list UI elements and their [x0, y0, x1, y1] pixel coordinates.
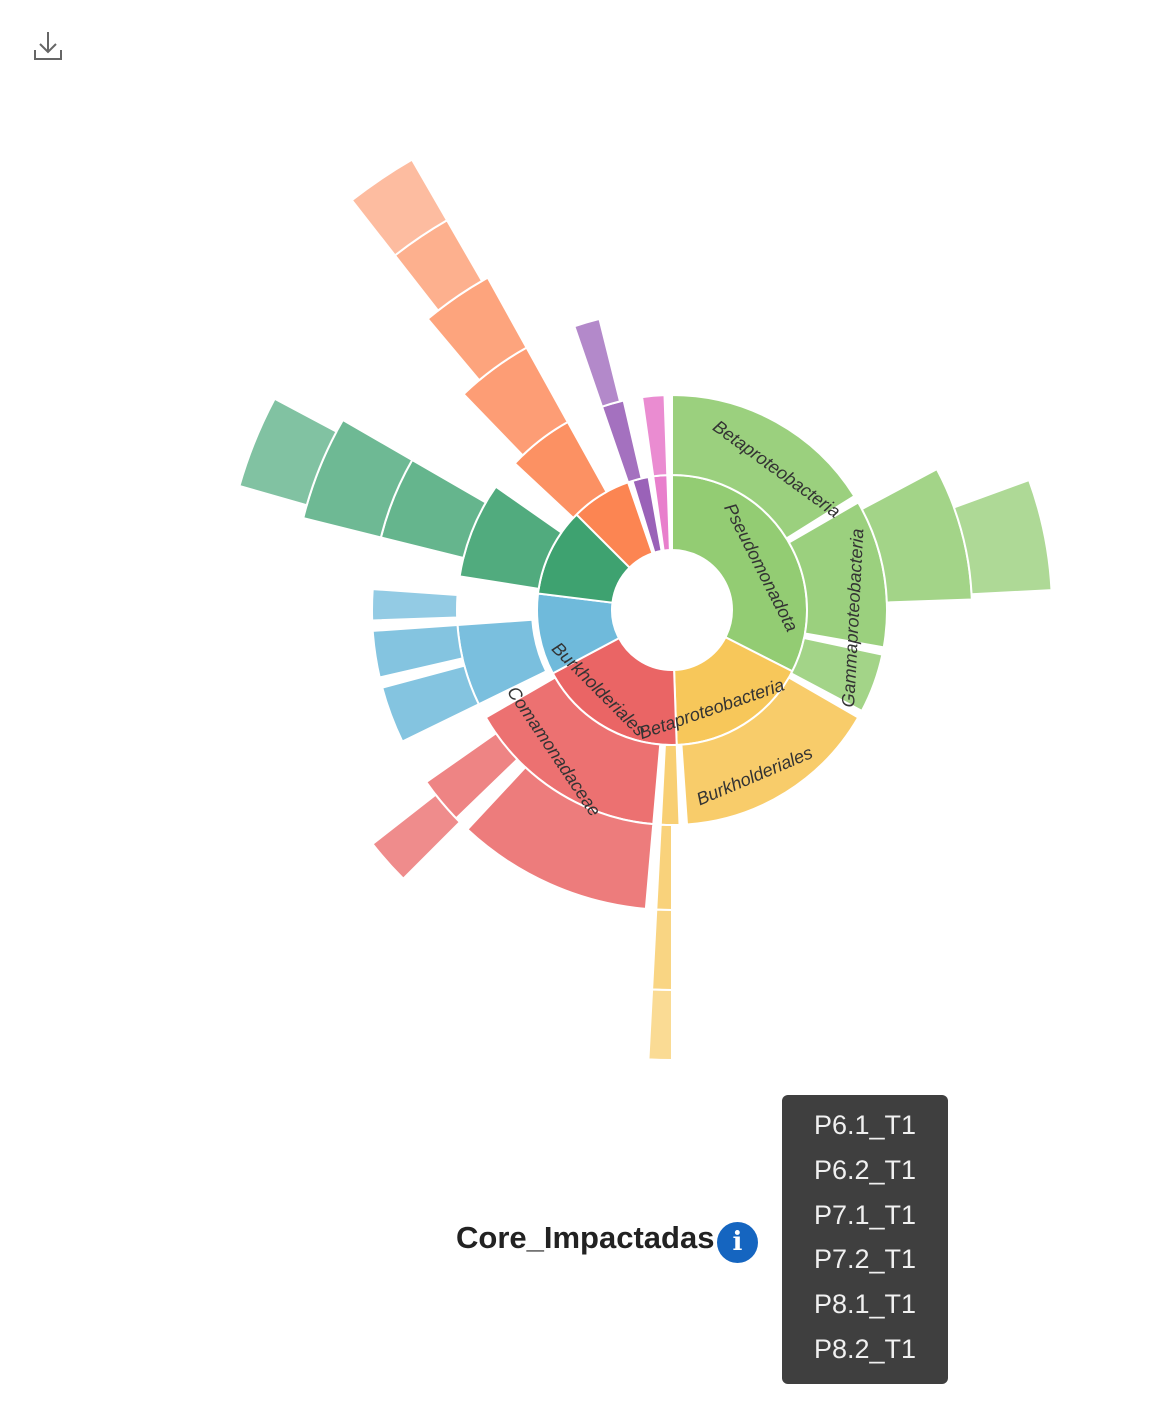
tooltip-item: P6.1_T1: [813, 1110, 917, 1140]
segment-red-4[interactable]: [371, 793, 461, 880]
segment-green-3[interactable]: [860, 468, 973, 604]
segment-yellow-3[interactable]: [655, 823, 673, 911]
core-title: Core_Impactadas: [456, 1220, 715, 1255]
download-icon: [34, 32, 62, 60]
segment-blue-3c[interactable]: [371, 588, 459, 622]
segment-yellow-5[interactable]: [647, 988, 673, 1061]
segment-blue-3b[interactable]: [371, 623, 464, 679]
info-icon[interactable]: i: [717, 1222, 758, 1263]
sunburst-chart: Pseudomonadota Betaproteobacteria Gammap…: [238, 158, 1053, 1061]
segment-green-small[interactable]: [790, 637, 884, 712]
tooltip-item: P6.2_T1: [813, 1154, 917, 1185]
segment-yellow-4[interactable]: [651, 908, 673, 991]
tooltip-panel: P6.1_T1 P6.2_T1 P7.1_T1 P7.2_T1 P8.1_T1 …: [782, 1095, 948, 1384]
segment-betaproteobacteria-outer[interactable]: [671, 394, 856, 540]
download-button[interactable]: [28, 26, 68, 66]
segment-purple-2[interactable]: [601, 399, 643, 484]
sunburst-svg: Pseudomonadota Betaproteobacteria Gammap…: [238, 158, 1053, 1061]
segment-green-4[interactable]: [952, 479, 1053, 596]
segment-red-3a[interactable]: [466, 766, 655, 910]
segment-pink-2[interactable]: [641, 394, 669, 478]
segment-yellow-strip-2[interactable]: [659, 743, 681, 826]
tooltip-item: P7.2_T1: [813, 1244, 917, 1275]
tooltip-item: P8.1_T1: [813, 1289, 917, 1320]
segment-teal-5[interactable]: [238, 397, 338, 507]
tooltip-item: P7.1_T1: [813, 1199, 917, 1230]
segment-purple-3[interactable]: [573, 317, 621, 408]
segment-blue-3a[interactable]: [381, 664, 480, 743]
tooltip-item: P8.2_T1: [813, 1333, 917, 1364]
segment-burkholderiales-yellow[interactable]: [680, 676, 860, 826]
segment-orange-6[interactable]: [350, 158, 448, 257]
